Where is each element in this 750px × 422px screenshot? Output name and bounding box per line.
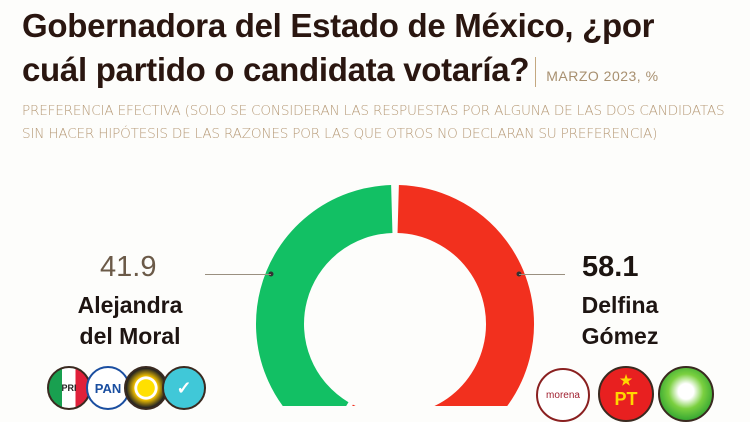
name-line: Alejandra	[77, 292, 183, 318]
title-question: cuál partido o candidata votaría?	[22, 51, 530, 88]
candidate-name-delfina: Delfina Gómez	[560, 290, 680, 352]
candidate-name-alejandra: Alejandra del Moral	[60, 290, 200, 352]
morena-logo: morena	[536, 368, 590, 422]
logo-text: PAN	[94, 380, 122, 396]
pri-logo: PRI	[47, 366, 91, 410]
star-icon: ★	[619, 372, 633, 388]
divider	[535, 57, 537, 87]
pt-logo: ★ PT	[598, 366, 654, 422]
logo-text: morena	[546, 389, 580, 401]
leader-line-right	[519, 274, 565, 275]
slice-alejandra-del-moral	[256, 185, 394, 406]
nueva-alianza-logo: ✓	[162, 366, 206, 410]
logo-text: PT	[614, 389, 638, 409]
title-line-1: Gobernadora del Estado de México, ¿por	[22, 7, 655, 44]
name-line: Delfina	[581, 292, 659, 318]
logo-text: PRI	[61, 383, 77, 393]
chart-note: PREFERENCIA EFECTIVA (SOLO SE CONSIDERAN…	[22, 103, 725, 142]
value-label-delfina: 58.1	[582, 251, 639, 283]
value-label-alejandra: 41.9	[100, 251, 157, 283]
leader-dot-left	[268, 271, 274, 277]
leader-line-left	[205, 274, 271, 275]
name-line: del Moral	[79, 323, 181, 349]
date-label: MARZO 2023, %	[546, 68, 659, 84]
chart-title: Gobernadora del Estado de México, ¿por c…	[22, 4, 659, 98]
title-line-2: cuál partido o candidata votaría? MARZO 2…	[22, 48, 659, 98]
slice-delfina-gomez	[351, 185, 534, 406]
name-line: Gómez	[581, 323, 659, 349]
pvem-logo	[658, 366, 714, 422]
